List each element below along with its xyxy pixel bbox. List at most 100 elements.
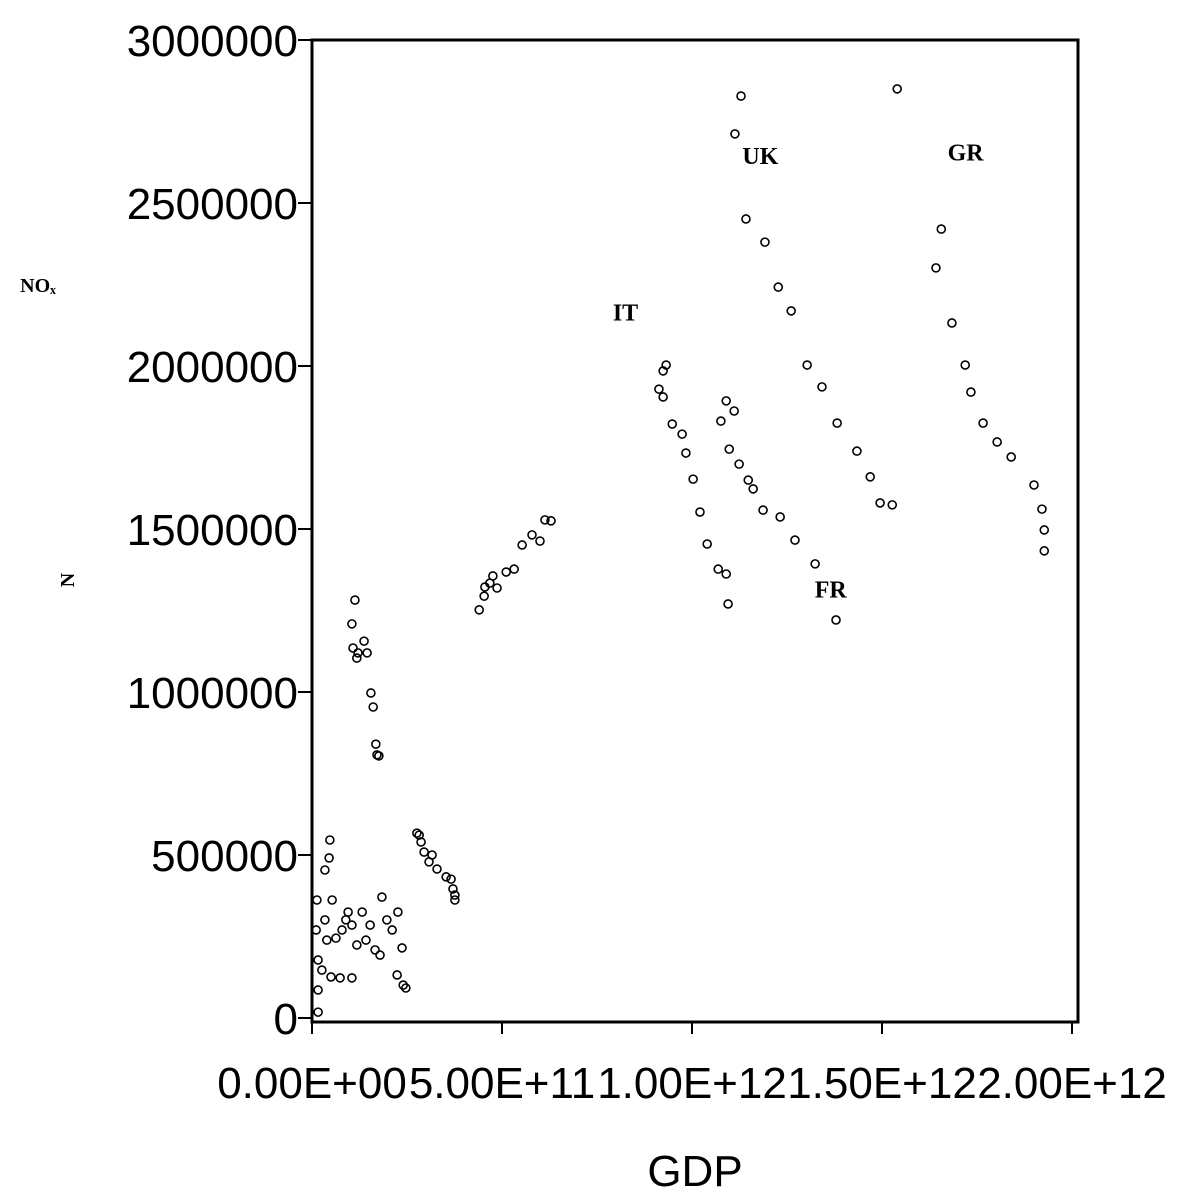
point xyxy=(978,418,988,428)
point xyxy=(790,535,800,545)
point xyxy=(313,1007,323,1017)
point xyxy=(432,864,442,874)
x-tick-label: 5.00E+11 xyxy=(409,1059,595,1108)
point xyxy=(368,702,378,712)
point xyxy=(322,935,332,945)
y-axis-label-rotated: N xyxy=(57,572,79,587)
point xyxy=(852,446,862,456)
point xyxy=(343,907,353,917)
point xyxy=(401,983,411,993)
x-tick-label: 1.50E+12 xyxy=(787,1059,977,1108)
point xyxy=(540,515,550,525)
point xyxy=(887,500,898,510)
point xyxy=(658,392,668,402)
point xyxy=(492,583,502,593)
point xyxy=(802,360,812,370)
point xyxy=(365,920,375,930)
point xyxy=(501,567,511,577)
annotation: FR xyxy=(815,577,848,603)
point xyxy=(392,970,402,980)
point xyxy=(357,907,367,917)
point xyxy=(509,564,519,574)
point xyxy=(936,224,947,234)
point xyxy=(347,973,357,983)
point xyxy=(370,945,380,955)
point xyxy=(760,237,770,247)
point xyxy=(337,925,347,935)
point xyxy=(1029,480,1039,490)
point xyxy=(361,935,371,945)
point xyxy=(658,366,668,376)
point xyxy=(382,915,392,925)
point xyxy=(865,472,876,482)
point xyxy=(716,416,726,426)
point xyxy=(775,512,785,522)
point xyxy=(347,920,357,930)
y-axis-label: NOₓ xyxy=(20,275,56,297)
point xyxy=(741,214,751,224)
point xyxy=(832,418,842,428)
plot-frame xyxy=(310,38,1080,1024)
point xyxy=(474,605,485,615)
point xyxy=(441,872,451,882)
point xyxy=(758,505,768,515)
point xyxy=(1039,546,1050,556)
y-tick-label: 1000000 xyxy=(127,669,298,718)
point xyxy=(1037,504,1047,514)
point xyxy=(1039,525,1050,535)
point xyxy=(947,318,957,328)
point xyxy=(479,591,489,601)
y-tick-label: 0 xyxy=(274,995,298,1044)
point xyxy=(320,915,330,925)
point xyxy=(448,884,458,894)
point xyxy=(387,925,397,935)
point xyxy=(736,91,746,101)
point xyxy=(325,835,335,845)
point xyxy=(546,516,556,526)
x-axis-label: GDP xyxy=(647,1147,742,1196)
point xyxy=(931,263,941,273)
point xyxy=(324,853,334,863)
y-tick-label: 500000 xyxy=(151,832,298,881)
point xyxy=(375,950,385,960)
point xyxy=(419,847,429,857)
point xyxy=(1006,452,1017,462)
point xyxy=(681,448,691,458)
point xyxy=(488,571,498,581)
point xyxy=(331,933,341,943)
point xyxy=(748,484,758,494)
y-tick-label: 2500000 xyxy=(127,180,298,229)
point xyxy=(348,643,358,653)
point xyxy=(892,84,903,94)
point xyxy=(786,306,796,316)
point xyxy=(743,475,754,485)
point xyxy=(352,940,362,950)
point xyxy=(724,444,735,454)
point xyxy=(398,980,409,990)
y-tick-label: 2000000 xyxy=(127,343,298,392)
point xyxy=(721,569,732,579)
point xyxy=(695,507,705,517)
point xyxy=(412,828,422,838)
point xyxy=(992,437,1002,447)
point xyxy=(366,688,376,698)
point xyxy=(966,387,976,397)
x-tick-label: 1.00E+12 xyxy=(597,1059,787,1108)
point xyxy=(326,972,336,982)
point xyxy=(352,653,362,663)
point xyxy=(688,474,698,484)
point xyxy=(374,751,384,761)
point xyxy=(397,943,407,953)
point xyxy=(311,925,321,935)
point xyxy=(335,973,345,983)
point xyxy=(702,539,713,549)
point xyxy=(667,419,678,429)
point xyxy=(313,985,323,995)
point xyxy=(362,648,372,658)
point xyxy=(393,907,403,917)
point xyxy=(654,384,664,394)
point xyxy=(317,965,327,975)
annotation: UK xyxy=(742,144,778,170)
point xyxy=(327,895,337,905)
